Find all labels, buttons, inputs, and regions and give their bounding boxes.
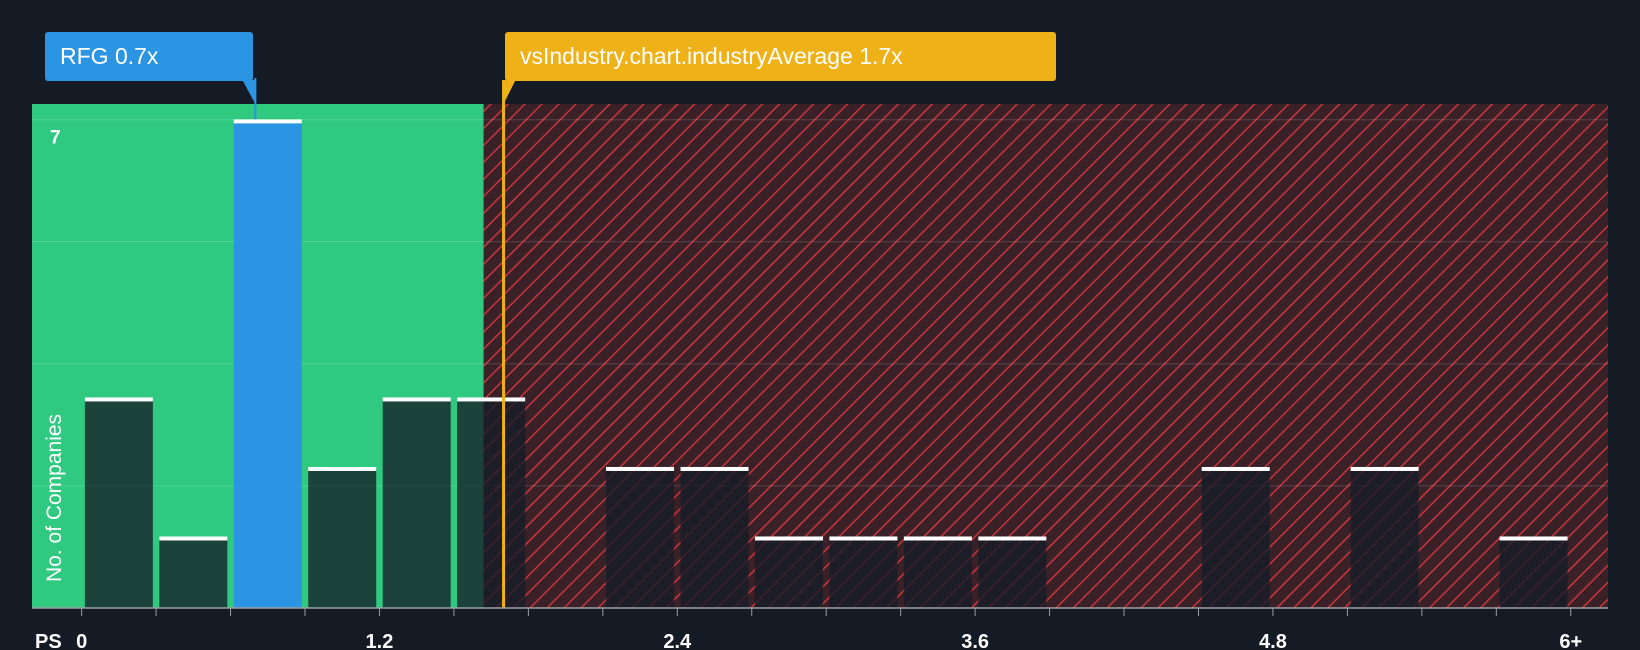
x-tick-label: 6+ [1559, 631, 1582, 650]
industry-average-callout: vsIndustry.chart.industryAverage 1.7x [505, 32, 1056, 81]
bar-top-cap [1350, 466, 1419, 471]
bar-top-cap [754, 536, 823, 541]
company-callout-tail [242, 80, 256, 104]
y-axis-label: No. of Companies [43, 413, 66, 583]
x-tick-label: 2.4 [663, 631, 692, 650]
histogram-bar [606, 468, 675, 608]
histogram-bar [84, 399, 153, 608]
bar-top-cap [382, 397, 451, 402]
histogram-bar [159, 538, 228, 608]
bar-top-cap [159, 536, 228, 541]
histogram-bar [382, 399, 451, 608]
bar-top-cap [903, 536, 972, 541]
company-bin-bar [233, 121, 302, 609]
bar-top-cap [829, 536, 898, 541]
x-tick-label: 0 [76, 631, 87, 650]
bar-top-cap [680, 466, 749, 471]
histogram-bar [1350, 468, 1419, 608]
y-tick-label: 7 [50, 127, 61, 148]
bar-top-cap [84, 397, 153, 402]
x-tick-label: 3.6 [961, 631, 989, 650]
bar-top-cap [1499, 536, 1568, 541]
industry-callout-tail [503, 80, 516, 104]
bar-top-cap [233, 119, 302, 124]
histogram-bar [978, 538, 1047, 608]
histogram-bar [903, 538, 972, 608]
histogram-bar [457, 399, 526, 608]
histogram-bar [754, 538, 823, 608]
histogram-bar [1201, 468, 1270, 608]
histogram-bar [308, 468, 377, 608]
bar-top-cap [457, 397, 526, 402]
x-tick-label: 4.8 [1259, 631, 1287, 650]
x-tick-label: 1.2 [366, 631, 394, 650]
histogram-bar [680, 468, 749, 608]
bar-top-cap [1201, 466, 1270, 471]
company-value-callout: RFG 0.7x [45, 32, 253, 81]
bar-top-cap [978, 536, 1047, 541]
bar-top-cap [308, 466, 377, 471]
x-axis-label: PS [35, 631, 62, 650]
histogram-bar [1499, 538, 1568, 608]
bar-top-cap [606, 466, 675, 471]
histogram-bar [829, 538, 898, 608]
